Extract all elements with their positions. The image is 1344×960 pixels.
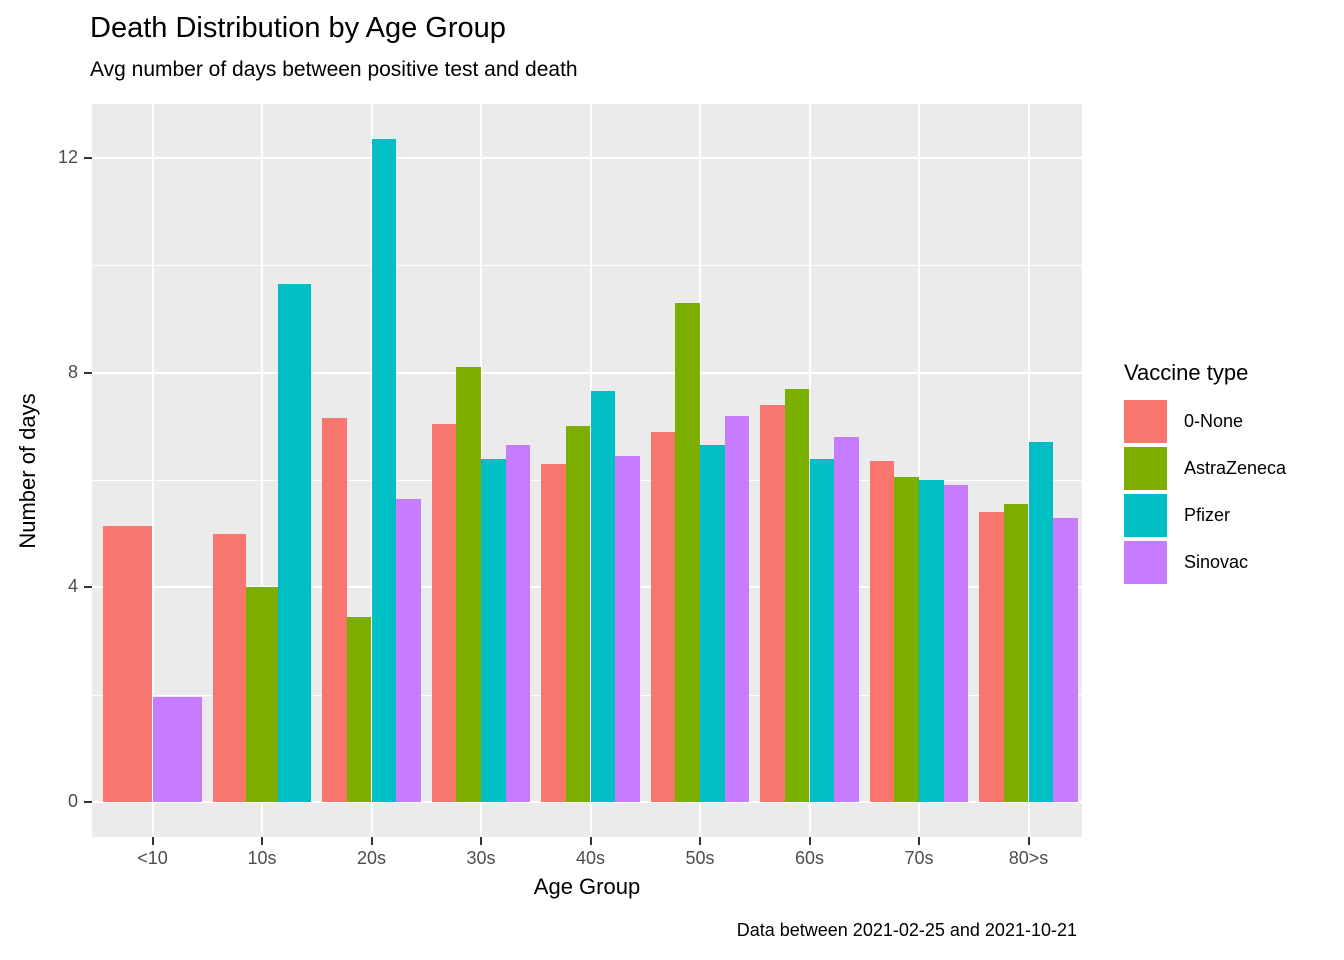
x-tick-mark: [480, 837, 482, 845]
bar-70s-Sinovac: [943, 485, 969, 802]
legend-item-0-none: 0-None: [1124, 400, 1334, 443]
x-tick-label: 80>s: [1008, 848, 1049, 868]
bar-40s-AstraZeneca: [565, 426, 591, 802]
plot-panel: [92, 104, 1082, 837]
gridline-vertical: [918, 104, 920, 837]
bar-40s-Sinovac: [615, 455, 640, 802]
legend-item-label: Sinovac: [1184, 552, 1249, 572]
x-axis-title: Age Group: [533, 874, 641, 899]
x-tick-label: 30s: [466, 848, 496, 868]
plot-caption: Data between 2021-02-25 and 2021-10-21: [736, 920, 1077, 940]
bar-30s-0-None: [431, 423, 457, 802]
bar-80>s-AstraZeneca: [1003, 504, 1029, 802]
bar-20s-0-None: [322, 418, 347, 802]
y-tick-mark: [84, 156, 92, 159]
bar-60s-0-None: [760, 404, 785, 802]
legend-item-label: AstraZeneca: [1184, 458, 1287, 478]
x-tick-label: 20s: [356, 848, 387, 868]
legend-item-label: 0-None: [1184, 411, 1244, 431]
bar-50s-Pfizer: [700, 445, 725, 802]
bar-20s-Pfizer: [371, 139, 397, 802]
y-tick-label: 12: [57, 146, 78, 167]
bar-40s-Pfizer: [590, 391, 616, 802]
y-axis-title: Number of days: [15, 393, 40, 549]
gridline-minor: [92, 265, 1082, 267]
bar-<10-0-None: [103, 525, 153, 802]
y-tick-label: 4: [67, 576, 78, 597]
bar-70s-Pfizer: [919, 479, 944, 802]
bar-60s-AstraZeneca: [784, 388, 810, 802]
plot-subtitle: Avg number of days between positive test…: [90, 58, 578, 81]
plot-title: Death Distribution by Age Group: [90, 12, 506, 44]
legend-key-swatch: [1124, 541, 1167, 584]
legend-item-sinovac: Sinovac: [1124, 541, 1334, 584]
bar-70s-AstraZeneca: [894, 477, 919, 802]
bar-10s-Pfizer: [278, 284, 312, 802]
gridline-vertical: [151, 104, 154, 837]
x-tick-mark: [808, 837, 811, 845]
x-tick-label: 10s: [247, 848, 277, 868]
x-tick-label: 40s: [575, 848, 606, 868]
y-tick-label: 8: [67, 361, 78, 382]
bar-10s-0-None: [212, 533, 246, 802]
x-tick-label: 70s: [904, 848, 934, 868]
x-tick-mark: [151, 837, 154, 845]
x-tick-mark: [699, 837, 701, 845]
x-tick-mark: [261, 837, 263, 845]
legend-item-label: Pfizer: [1184, 505, 1231, 525]
legend-key-swatch: [1124, 494, 1167, 537]
bar-50s-Sinovac: [724, 415, 750, 802]
bar-30s-Pfizer: [481, 458, 506, 802]
bar-30s-AstraZeneca: [456, 367, 481, 802]
y-tick-label: 0: [67, 791, 78, 811]
gridline-major: [92, 801, 1082, 803]
x-tick-label: 50s: [685, 848, 715, 868]
legend-item-astrazeneca: AstraZeneca: [1124, 447, 1334, 490]
bar-40s-0-None: [541, 463, 566, 802]
gridline-major: [92, 371, 1082, 374]
bar-80>s-Sinovac: [1053, 517, 1078, 802]
gridline-vertical: [261, 104, 263, 837]
bar-60s-Pfizer: [809, 458, 835, 802]
bar-50s-AstraZeneca: [675, 302, 700, 802]
legend-key-swatch: [1124, 447, 1167, 490]
x-tick-mark: [1027, 837, 1030, 845]
x-tick-mark: [370, 837, 373, 845]
bar-<10-Sinovac: [152, 697, 202, 802]
bar-70s-0-None: [869, 461, 895, 802]
gridline-major: [92, 156, 1082, 159]
bar-80>s-Pfizer: [1028, 442, 1054, 802]
x-tick-label: <10: [137, 848, 168, 868]
x-tick-mark: [918, 837, 920, 845]
y-tick-mark: [84, 801, 92, 803]
bar-50s-0-None: [650, 431, 676, 802]
bar-20s-AstraZeneca: [346, 616, 372, 802]
legend-key-swatch: [1124, 400, 1167, 443]
bar-80>s-0-None: [979, 512, 1004, 802]
legend-item-pfizer: Pfizer: [1124, 494, 1334, 537]
bar-60s-Sinovac: [834, 437, 859, 802]
bar-30s-Sinovac: [505, 445, 531, 802]
x-tick-mark: [589, 837, 592, 845]
x-tick-label: 60s: [794, 848, 825, 868]
y-tick-mark: [84, 371, 92, 374]
legend-title: Vaccine type: [1124, 360, 1249, 385]
y-tick-mark: [84, 586, 92, 589]
bar-10s-AstraZeneca: [245, 587, 279, 802]
bar-20s-Sinovac: [396, 498, 421, 802]
